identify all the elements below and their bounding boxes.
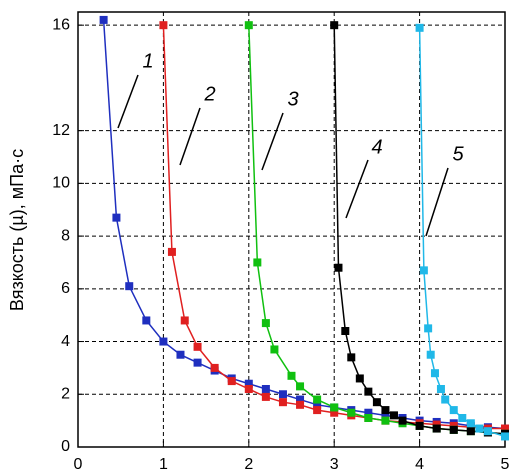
marker — [415, 23, 424, 32]
marker — [355, 374, 364, 383]
marker — [449, 425, 458, 434]
marker — [483, 427, 492, 436]
marker — [436, 385, 445, 393]
curve-label: 3 — [287, 88, 298, 110]
x-tick-label: 0 — [74, 456, 83, 473]
marker — [501, 432, 509, 441]
x-tick-label: 1 — [159, 456, 168, 473]
marker — [159, 21, 168, 30]
marker — [430, 369, 439, 378]
y-tick-label: 8 — [61, 227, 70, 244]
series-line — [248, 25, 506, 435]
marker — [381, 406, 390, 415]
leader-line — [425, 167, 449, 237]
marker — [261, 385, 270, 393]
marker — [330, 21, 339, 30]
marker — [125, 282, 134, 291]
y-tick-label: 6 — [61, 280, 70, 297]
marker — [466, 427, 475, 436]
y-tick-label: 4 — [61, 333, 70, 350]
marker — [244, 379, 253, 388]
marker — [112, 213, 121, 222]
marker — [296, 382, 305, 391]
marker — [381, 411, 390, 420]
marker — [159, 337, 168, 346]
curve-label: 5 — [452, 143, 464, 165]
y-axis-label: Вязкость (µ), мПа·с — [7, 149, 27, 311]
marker — [270, 345, 279, 354]
marker — [210, 363, 219, 372]
y-tick-label: 0 — [61, 438, 70, 455]
marker — [193, 358, 202, 367]
marker — [287, 371, 296, 380]
marker — [347, 408, 356, 417]
curve-label: 4 — [371, 136, 382, 158]
marker — [99, 15, 108, 24]
marker — [419, 266, 428, 275]
x-tick-label: 3 — [330, 456, 339, 473]
marker — [334, 263, 343, 272]
marker — [381, 416, 390, 425]
marker — [398, 416, 407, 425]
marker — [261, 392, 270, 401]
marker — [142, 316, 151, 325]
marker — [253, 258, 262, 267]
marker — [449, 406, 458, 415]
x-tick-label: 4 — [415, 456, 424, 473]
marker — [432, 424, 441, 433]
marker — [501, 424, 509, 433]
marker — [441, 395, 450, 404]
marker — [372, 398, 381, 407]
marker — [458, 414, 467, 422]
marker — [341, 327, 350, 335]
marker — [330, 403, 339, 412]
leader-line — [117, 74, 139, 129]
marker — [330, 408, 339, 417]
marker — [313, 395, 322, 404]
marker — [176, 350, 185, 359]
series-line — [333, 25, 506, 435]
marker — [278, 398, 287, 407]
marker — [278, 390, 287, 399]
marker — [424, 324, 433, 333]
leader-line — [261, 112, 284, 171]
marker — [364, 414, 373, 422]
marker — [466, 419, 475, 428]
curve-label: 1 — [142, 50, 153, 72]
curve-label: 2 — [203, 83, 215, 105]
y-tick-label: 16 — [52, 16, 70, 33]
y-tick-label: 2 — [61, 385, 70, 402]
marker — [244, 385, 253, 393]
marker — [475, 424, 484, 433]
leader-line — [345, 159, 369, 219]
x-tick-label: 2 — [244, 456, 253, 473]
marker — [426, 350, 435, 359]
marker — [364, 408, 373, 417]
marker — [167, 247, 176, 256]
leader-line — [179, 107, 201, 166]
y-tick-label: 10 — [52, 175, 70, 192]
marker — [180, 316, 189, 325]
plot-frame — [77, 11, 506, 448]
marker — [389, 411, 398, 420]
marker — [296, 395, 305, 404]
x-tick-label: 5 — [501, 456, 510, 473]
y-tick-label: 12 — [52, 122, 70, 139]
marker — [193, 342, 202, 351]
marker — [244, 21, 253, 30]
marker — [313, 400, 322, 409]
marker — [296, 400, 305, 409]
marker — [415, 421, 424, 430]
series-line — [162, 25, 505, 430]
marker — [364, 387, 373, 396]
marker — [313, 406, 322, 415]
marker — [261, 319, 270, 328]
marker — [227, 377, 236, 386]
marker — [347, 353, 356, 362]
